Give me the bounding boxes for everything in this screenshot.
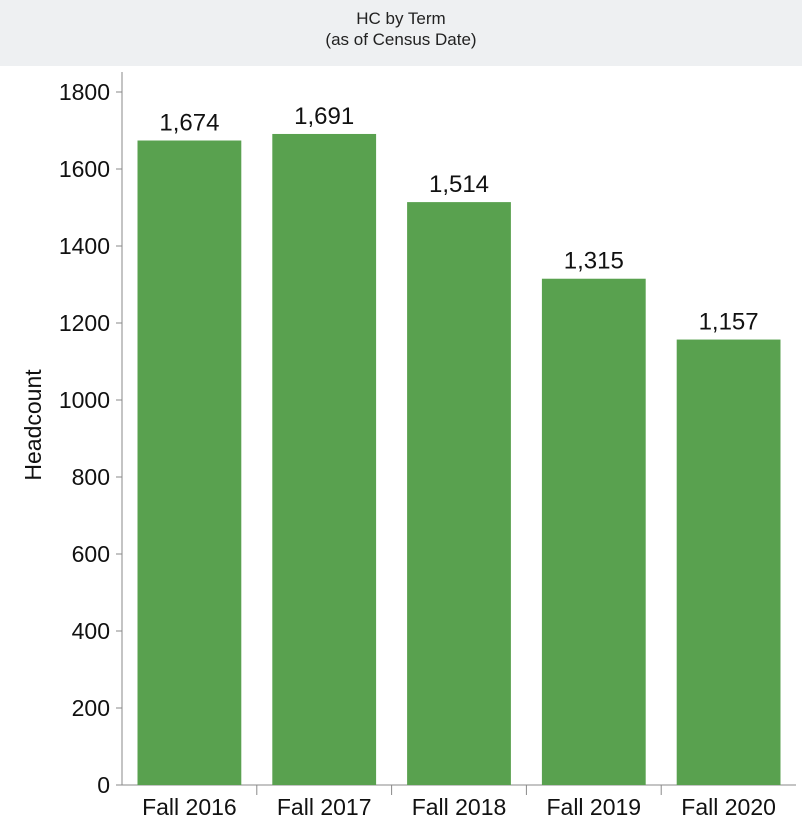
x-tick-label: Fall 2016 [142,794,237,820]
y-tick-label: 1600 [59,156,110,182]
bar-value-label: 1,315 [564,248,624,275]
bars [137,133,781,786]
y-tick-label: 0 [97,772,110,798]
bar [272,133,377,786]
bar [137,140,242,785]
chart-subtitle: (as of Census Date) [325,30,477,49]
chart-header: HC by Term (as of Census Date) [0,0,802,66]
x-tick-label: Fall 2020 [681,794,776,820]
bar [676,339,781,785]
y-tick-label: 1800 [59,79,110,105]
chart-title: HC by Term [356,9,446,28]
bar [541,278,646,785]
y-tick-label: 400 [72,618,110,644]
y-tick-label: 800 [72,464,110,490]
y-tick-label: 1400 [59,233,110,259]
x-tick-label: Fall 2017 [277,794,372,820]
y-tick-label: 200 [72,695,110,721]
y-tick-label: 1000 [59,387,110,413]
y-axis-title: Headcount [20,369,46,481]
bar [407,202,511,786]
x-tick-label: Fall 2019 [546,794,641,820]
bar-value-label: 1,691 [294,103,354,130]
y-tick-label: 1200 [59,310,110,336]
bar-value-label: 1,514 [429,171,489,198]
bar-value-label: 1,157 [699,309,759,336]
x-axis: Fall 2016 Fall 2017 Fall 2018 Fall 2019 Fall… [122,784,796,820]
y-tick-label: 600 [72,541,110,567]
bar-value-labels: 1,674 1,691 1,514 1,315 1,157 [159,103,758,336]
y-axis: 0 200 400 600 800 1000 1200 1400 1600 1800 [59,72,123,798]
x-tick-label: Fall 2018 [412,794,507,820]
bar-value-label: 1,674 [159,110,219,137]
